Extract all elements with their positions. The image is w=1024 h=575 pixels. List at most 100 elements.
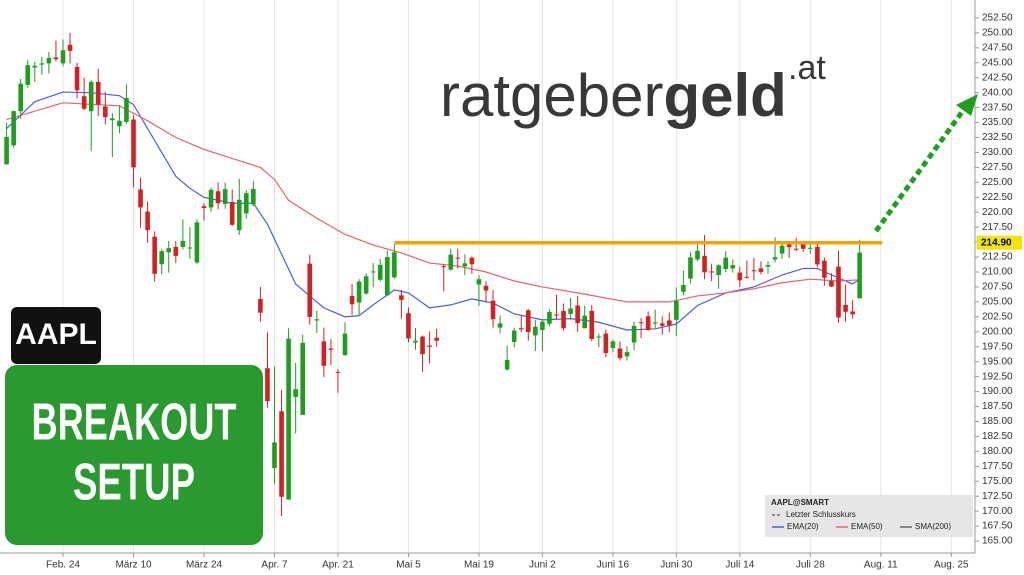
candle-body — [723, 257, 728, 270]
setup-box: BREAKOUT SETUP — [5, 365, 263, 545]
candle-body — [596, 336, 602, 338]
logo-part: geld — [663, 62, 786, 129]
legend: AAPL@SMART Letzter Schlusskurs EMA(20) E… — [765, 495, 973, 537]
candle-body — [645, 316, 651, 331]
badge: AAPL — [11, 307, 101, 364]
candle-body — [124, 98, 129, 122]
candle-body — [568, 308, 573, 314]
candle-body — [504, 359, 510, 370]
y-tick-label: 165.00 — [982, 536, 1013, 547]
x-tick-label: Juni 2 — [529, 560, 556, 571]
candle-body — [427, 345, 432, 347]
candle-body — [730, 265, 736, 269]
legend-label: SMA(200) — [915, 522, 951, 531]
candle-body — [822, 260, 827, 278]
candle-body — [46, 57, 52, 64]
candle-body — [490, 300, 496, 320]
candle-body — [751, 270, 757, 272]
y-tick-label: 170.00 — [982, 506, 1013, 517]
candle-body — [25, 65, 31, 85]
candle-body — [829, 280, 834, 287]
candle-body — [448, 254, 454, 270]
y-tick-label: 252.50 — [982, 13, 1013, 24]
candle-body — [265, 368, 270, 402]
candle-body — [201, 206, 207, 209]
candle-body — [258, 298, 263, 313]
setup-background — [5, 365, 263, 545]
candle-body — [4, 136, 9, 165]
candle-body — [561, 310, 566, 329]
candle-body — [11, 111, 16, 146]
y-tick-label: 245.00 — [982, 57, 1013, 68]
y-tick-label: 225.00 — [982, 177, 1013, 188]
logo-part: ratgeber — [440, 62, 663, 129]
y-tick-label: 232.50 — [982, 132, 1013, 143]
y-tick-label: 237.50 — [982, 102, 1013, 113]
candle-body — [800, 243, 806, 249]
candle-body — [631, 325, 637, 343]
x-tick-label: Feb. 24 — [46, 560, 80, 571]
candle-body — [236, 199, 242, 231]
legend-label: Letzter Schlusskurs — [786, 510, 856, 519]
candle-body — [377, 264, 383, 280]
y-tick-label: 205.00 — [982, 297, 1013, 308]
candle-body — [476, 279, 482, 285]
candle-body — [194, 222, 200, 263]
x-tick-label: Aug. 25 — [934, 560, 969, 571]
y-tick-label: 200.00 — [982, 326, 1013, 337]
candle-body — [363, 276, 369, 294]
candle-body — [793, 248, 799, 250]
candle-body — [88, 81, 94, 112]
candle-body — [857, 252, 862, 299]
candle-body — [681, 285, 686, 292]
candle-body — [540, 321, 545, 331]
candle-body — [32, 65, 38, 68]
candle-body — [314, 319, 320, 321]
candle-body — [272, 442, 277, 469]
setup-text: BREAKOUT — [32, 394, 237, 452]
candle-body — [173, 246, 179, 256]
candle-body — [286, 338, 291, 500]
legend-box — [765, 495, 973, 537]
x-tick-label: März 24 — [186, 560, 223, 571]
y-tick-label: 220.00 — [982, 207, 1013, 218]
arrow-head — [956, 94, 978, 116]
badge-text: AAPL — [15, 318, 97, 351]
candle-body — [497, 323, 503, 328]
candle-body — [808, 247, 813, 249]
candle-body — [575, 305, 580, 324]
price-tag-label: 214.90 — [981, 237, 1012, 248]
legend-label: EMA(50) — [851, 522, 883, 531]
legend-label: EMA(20) — [787, 522, 819, 531]
candle-body — [81, 96, 87, 109]
x-tick-label: Apr. 7 — [261, 560, 288, 571]
candle-body — [166, 248, 172, 253]
candle-body — [836, 266, 841, 318]
x-tick-label: Juni 16 — [597, 560, 630, 571]
candle-body — [518, 328, 524, 330]
y-tick-label: 250.00 — [982, 28, 1013, 39]
candle-body — [441, 266, 446, 268]
candle-body — [638, 322, 644, 324]
badge-box — [11, 307, 101, 364]
y-tick-label: 185.00 — [982, 416, 1013, 427]
y-tick-label: 240.00 — [982, 87, 1013, 98]
candle-body — [399, 295, 404, 300]
x-tick-label: Mai 19 — [464, 560, 494, 571]
candle-body — [138, 189, 143, 208]
candle-body — [434, 337, 439, 341]
candle-body — [589, 310, 595, 339]
x-tick-label: Mai 5 — [396, 560, 421, 571]
candle-body — [772, 257, 778, 260]
candle-body — [335, 371, 341, 373]
axis-labels: 165.00 167.50 170.00 172.50 175.00 177.50 180.… — [46, 13, 1013, 571]
y-tick-label: 197.50 — [982, 341, 1013, 352]
candle-body — [652, 322, 658, 324]
candle-body — [420, 336, 425, 355]
logo-text: ratgebergeld — [440, 62, 787, 129]
candle-body — [455, 257, 461, 259]
y-tick-label: 195.00 — [982, 356, 1013, 367]
candle-body — [695, 250, 700, 260]
y-tick-label: 235.00 — [982, 117, 1013, 128]
candle-body — [117, 120, 122, 127]
